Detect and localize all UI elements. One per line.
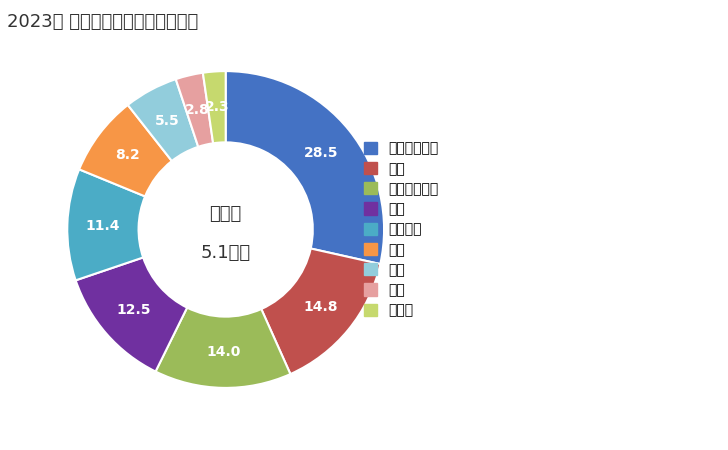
Text: 2.8: 2.8 <box>185 103 210 117</box>
Wedge shape <box>203 71 226 143</box>
Wedge shape <box>226 71 384 264</box>
Wedge shape <box>79 105 172 196</box>
Wedge shape <box>67 169 145 280</box>
Wedge shape <box>156 308 290 388</box>
Text: 14.8: 14.8 <box>304 300 338 314</box>
Text: 2023年 輸出相手国のシェア（％）: 2023年 輸出相手国のシェア（％） <box>7 14 199 32</box>
Text: 14.0: 14.0 <box>206 345 240 359</box>
Text: 28.5: 28.5 <box>304 146 339 160</box>
Wedge shape <box>261 248 380 374</box>
Text: 8.2: 8.2 <box>115 148 140 162</box>
Wedge shape <box>128 79 198 161</box>
Wedge shape <box>175 73 213 147</box>
Text: 11.4: 11.4 <box>86 219 120 233</box>
Text: 2.3: 2.3 <box>205 100 229 114</box>
Wedge shape <box>76 257 187 372</box>
Text: 5.5: 5.5 <box>155 114 180 128</box>
Legend: インドネシア, 中国, シンガポール, 香港, ベトナム, 米国, タイ, 台湾, その他: インドネシア, 中国, シンガポール, 香港, ベトナム, 米国, タイ, 台湾… <box>360 137 443 322</box>
Text: 12.5: 12.5 <box>116 303 151 317</box>
Text: 5.1億円: 5.1億円 <box>201 244 250 262</box>
Text: 総　額: 総 額 <box>210 205 242 223</box>
